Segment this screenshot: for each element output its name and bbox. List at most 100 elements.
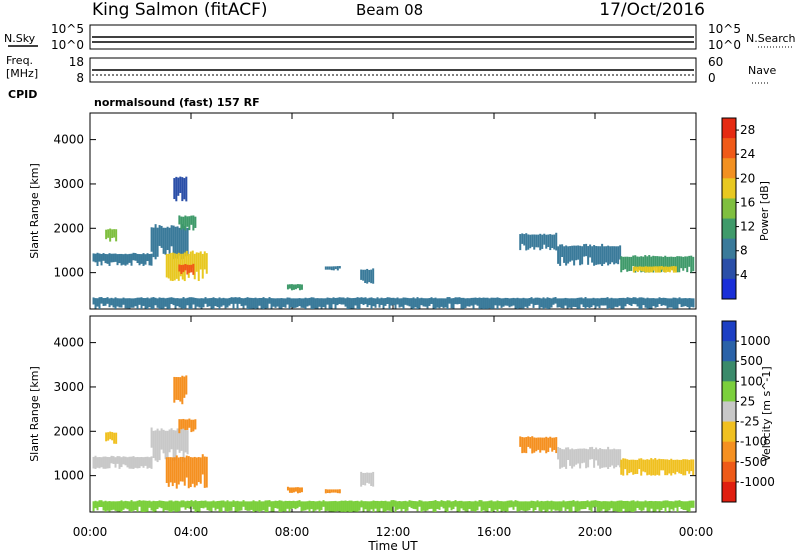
x-tick-label: 00:00: [679, 525, 714, 539]
heatmap-cell: [164, 227, 167, 255]
heatmap-cell: [220, 298, 223, 307]
heatmap-cell: [502, 501, 505, 511]
heatmap-cell: [460, 297, 463, 309]
heatmap-cell: [336, 501, 339, 512]
heatmap-cell: [500, 501, 503, 512]
heatmap-cell: [674, 459, 677, 475]
noise-tick-left-low: 10^0: [51, 38, 84, 52]
heatmap-cell: [172, 297, 175, 306]
heatmap-cell: [330, 266, 333, 271]
heatmap-cell: [566, 501, 569, 510]
heatmap-cell: [682, 298, 685, 307]
heatmap-cell: [294, 284, 297, 290]
heatmap-cell: [510, 298, 513, 307]
heatmap-cell: [531, 234, 534, 247]
heatmap-cell: [172, 430, 175, 462]
heatmap-cell: [662, 500, 665, 508]
heatmap-cell: [640, 501, 643, 512]
heatmap-cell: [334, 489, 337, 493]
heatmap-cell: [262, 501, 265, 511]
heatmap-cell: [548, 501, 551, 510]
heatmap-cell: [300, 487, 303, 493]
heatmap-cell: [181, 177, 184, 202]
heatmap-cell: [194, 419, 197, 430]
heatmap-cell: [107, 229, 110, 238]
heatmap-cell: [562, 298, 565, 309]
heatmap-cell: [632, 297, 635, 304]
heatmap-cell: [98, 500, 101, 508]
heatmap-cell: [456, 501, 459, 512]
heatmap-cell: [174, 430, 177, 461]
heatmap-cell: [460, 500, 463, 509]
heatmap-cell: [336, 266, 339, 271]
heatmap-cell: [564, 297, 567, 306]
heatmap-cell: [148, 457, 151, 468]
date-title: 17/Oct/2016: [599, 0, 705, 20]
heatmap-cell: [658, 266, 661, 273]
heatmap-cell: [148, 298, 151, 308]
heatmap-cell: [680, 256, 683, 269]
heatmap-cell: [570, 500, 573, 512]
heatmap-region: [360, 471, 375, 487]
heatmap-cell: [626, 500, 629, 512]
heatmap-cell: [568, 500, 571, 512]
heatmap-cell: [228, 501, 231, 511]
power-y-axis-label: Slant Range [km]: [28, 163, 41, 259]
heatmap-cell: [619, 449, 622, 468]
heatmap-cell: [138, 254, 141, 266]
heatmap-cell: [182, 225, 185, 259]
heatmap-cell: [116, 456, 119, 464]
y-tick-label: 4000: [53, 133, 84, 147]
heatmap-region: [632, 265, 677, 273]
heatmap-cell: [306, 501, 309, 510]
heatmap-cell: [575, 245, 578, 261]
colorbar-tick-label: 100: [740, 374, 763, 388]
heatmap-cell: [644, 266, 647, 273]
heatmap-cell: [527, 234, 530, 250]
heatmap-cell: [670, 256, 673, 269]
heatmap-cell: [112, 253, 115, 263]
heatmap-cell: [615, 246, 618, 264]
heatmap-cell: [688, 255, 691, 267]
heatmap-cell: [634, 255, 637, 273]
heatmap-cell: [308, 297, 311, 306]
heatmap-cell: [160, 225, 163, 248]
heatmap-cell: [102, 253, 105, 261]
heatmap-cell: [684, 501, 687, 511]
x-tick-label: 20:00: [578, 525, 613, 539]
heatmap-cell: [186, 216, 189, 227]
colorbar-swatch: [722, 441, 736, 463]
heatmap-cell: [170, 428, 173, 450]
heatmap-cell: [232, 500, 235, 507]
heatmap-cell: [488, 500, 491, 509]
heatmap-cell: [191, 457, 194, 484]
heatmap-cell: [638, 297, 641, 309]
heatmap-cell: [622, 500, 625, 509]
heatmap-cell: [232, 297, 235, 309]
heatmap-cell: [300, 284, 303, 290]
heatmap-cell: [578, 297, 581, 309]
heatmap-cell: [666, 266, 669, 272]
heatmap-cell: [601, 243, 604, 266]
heatmap-cell: [424, 298, 427, 307]
heatmap-cell: [504, 501, 507, 512]
heatmap-cell: [342, 500, 345, 512]
heatmap-cell: [392, 297, 395, 306]
heatmap-cell: [148, 253, 151, 266]
heatmap-cell: [512, 501, 515, 510]
heatmap-cell: [184, 501, 187, 510]
heatmap-cell: [364, 269, 367, 284]
heatmap-cell: [328, 297, 331, 309]
heatmap-cell: [180, 223, 183, 260]
heatmap-cell: [224, 501, 227, 512]
heatmap-cell: [654, 501, 657, 512]
heatmap-cell: [122, 254, 125, 265]
heatmap-cell: [286, 297, 289, 305]
heatmap-cell: [603, 449, 606, 468]
y-tick-label: 3000: [53, 380, 84, 394]
heatmap-cell: [256, 298, 259, 309]
heatmap-cell: [690, 500, 693, 508]
heatmap-cell: [324, 298, 327, 309]
colorbar-frame: [721, 117, 737, 300]
heatmap-cell: [390, 500, 393, 512]
